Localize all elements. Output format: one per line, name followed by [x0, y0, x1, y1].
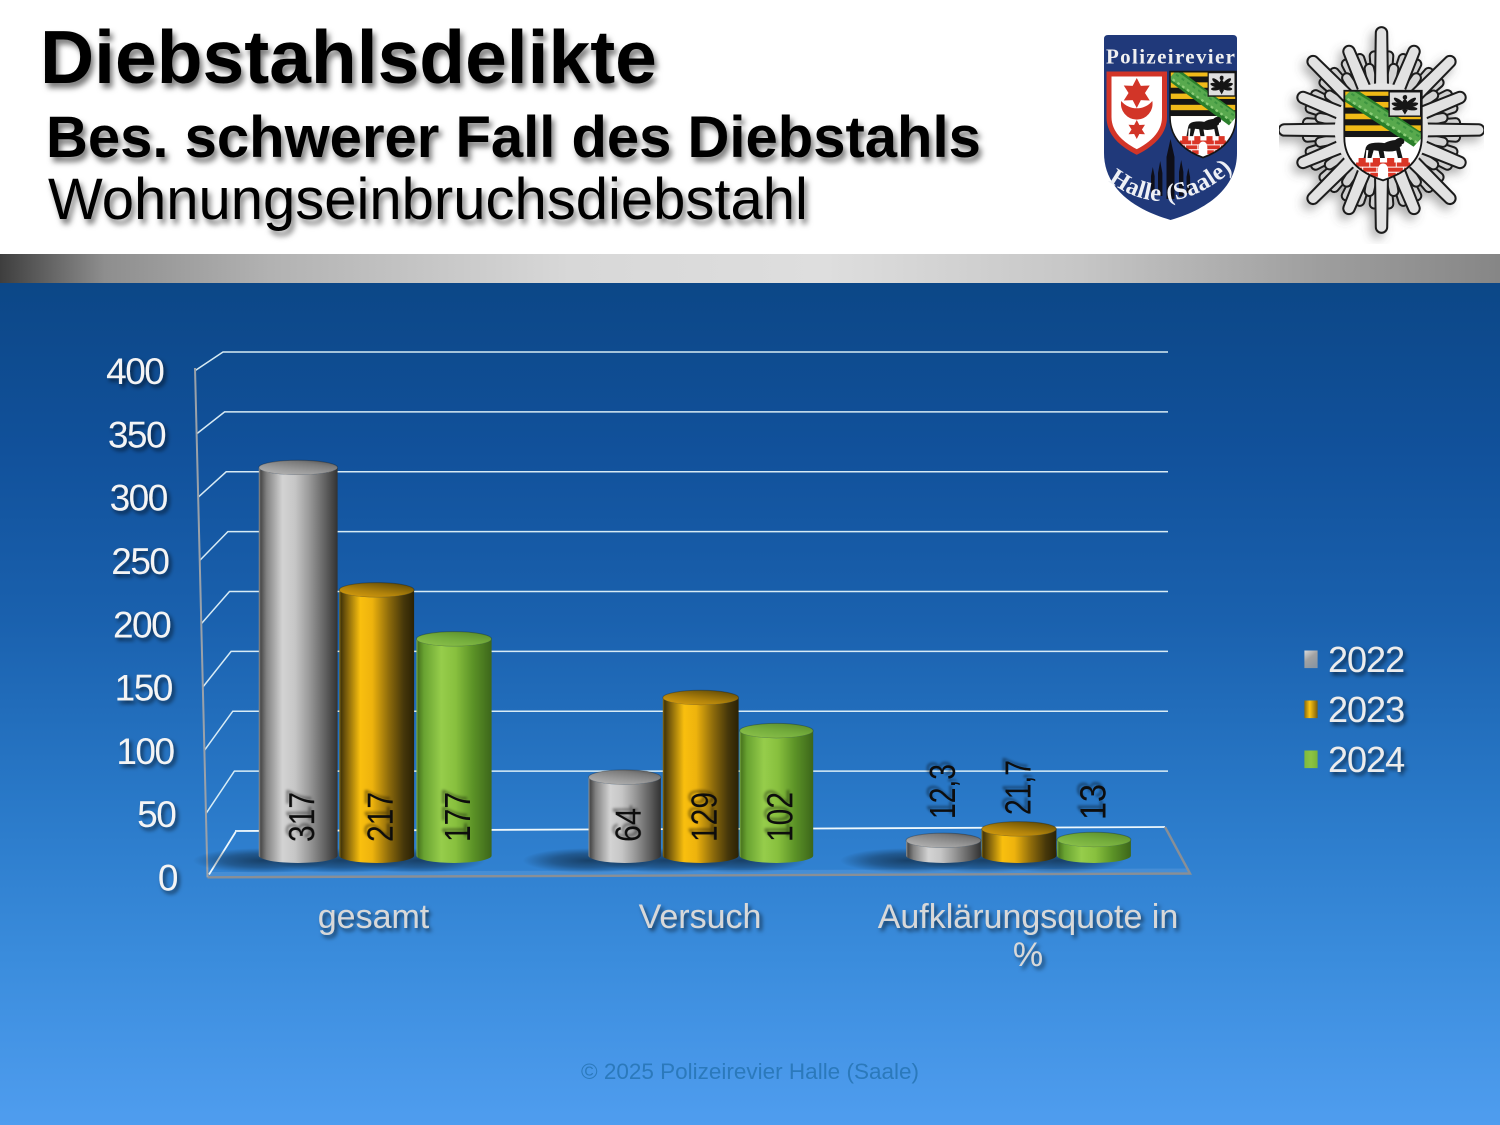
svg-text:Aufklärungsquote in: Aufklärungsquote in	[878, 898, 1179, 936]
svg-text:150: 150	[115, 668, 173, 709]
svg-text:102: 102	[759, 792, 800, 842]
svg-text:177: 177	[437, 792, 478, 842]
svg-text:2023: 2023	[1328, 689, 1404, 730]
svg-text:13: 13	[1073, 784, 1114, 820]
svg-text:400: 400	[106, 351, 164, 392]
svg-text:300: 300	[110, 478, 168, 519]
svg-text:Versuch: Versuch	[639, 898, 762, 936]
svg-text:gesamt: gesamt	[318, 898, 430, 936]
svg-text:217: 217	[360, 792, 401, 842]
svg-text:12,3: 12,3	[922, 764, 963, 819]
svg-text:%: %	[1013, 936, 1043, 974]
svg-text:2024: 2024	[1328, 739, 1404, 780]
svg-text:100: 100	[116, 731, 174, 772]
svg-text:200: 200	[113, 604, 171, 645]
svg-text:21,7: 21,7	[998, 760, 1039, 815]
svg-text:64: 64	[608, 808, 649, 842]
svg-text:50: 50	[137, 794, 176, 835]
svg-text:Polizeirevier: Polizeirevier	[1106, 45, 1235, 69]
svg-text:129: 129	[684, 792, 725, 842]
svg-text:2022: 2022	[1328, 639, 1404, 680]
svg-text:317: 317	[281, 792, 322, 842]
svg-text:250: 250	[111, 541, 169, 582]
svg-text:350: 350	[108, 414, 166, 455]
svg-text:0: 0	[158, 858, 178, 899]
